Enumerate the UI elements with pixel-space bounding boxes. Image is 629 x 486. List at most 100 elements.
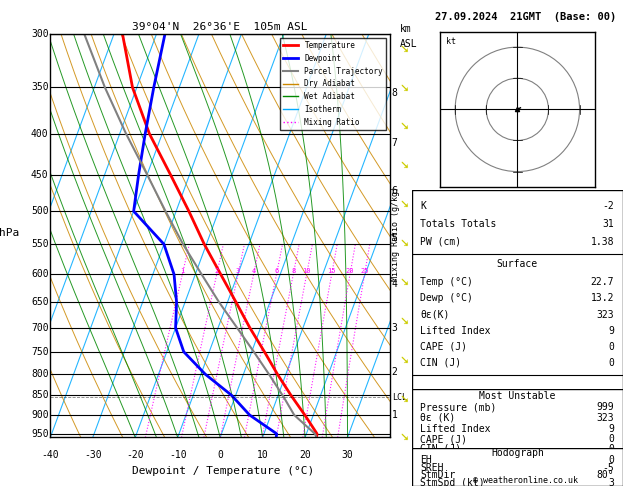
Text: 350: 350 xyxy=(31,83,48,92)
Text: →: → xyxy=(396,158,410,172)
Text: Surface: Surface xyxy=(497,259,538,269)
Text: 900: 900 xyxy=(31,410,48,420)
Text: →: → xyxy=(396,353,410,366)
Text: 8: 8 xyxy=(291,268,296,275)
Text: 1: 1 xyxy=(392,410,398,419)
Text: 999: 999 xyxy=(597,402,615,412)
Text: 3: 3 xyxy=(608,478,615,486)
Text: CIN (J): CIN (J) xyxy=(420,358,462,368)
Text: →: → xyxy=(396,392,410,405)
Text: Pressure (mb): Pressure (mb) xyxy=(420,402,497,412)
Text: 22.7: 22.7 xyxy=(591,278,615,287)
Text: 20: 20 xyxy=(346,268,354,275)
Text: Mixing Ratio (g/kg): Mixing Ratio (g/kg) xyxy=(391,186,399,281)
Text: LCL: LCL xyxy=(392,393,407,402)
Text: kt: kt xyxy=(446,37,456,46)
Text: 300: 300 xyxy=(31,29,48,39)
Text: 0: 0 xyxy=(608,444,615,454)
Text: 0: 0 xyxy=(608,455,615,465)
Text: 3: 3 xyxy=(236,268,240,275)
Text: 5: 5 xyxy=(392,233,398,243)
Text: Dewp (°C): Dewp (°C) xyxy=(420,294,473,303)
Text: 4: 4 xyxy=(392,279,398,289)
Text: 650: 650 xyxy=(31,297,48,307)
Text: © weatheronline.co.uk: © weatheronline.co.uk xyxy=(473,476,577,485)
Text: K: K xyxy=(420,201,426,210)
Text: →: → xyxy=(396,42,410,55)
Text: 3: 3 xyxy=(392,323,398,333)
Text: 850: 850 xyxy=(31,390,48,400)
Text: -40: -40 xyxy=(42,450,59,459)
Text: 13.2: 13.2 xyxy=(591,294,615,303)
Text: Lifted Index: Lifted Index xyxy=(420,326,491,336)
Text: 750: 750 xyxy=(31,347,48,357)
Text: 0: 0 xyxy=(608,342,615,352)
Text: 9: 9 xyxy=(608,326,615,336)
Text: 27.09.2024  21GMT  (Base: 00): 27.09.2024 21GMT (Base: 00) xyxy=(435,12,616,22)
Text: 323: 323 xyxy=(597,413,615,423)
Text: 800: 800 xyxy=(31,369,48,379)
Text: 2: 2 xyxy=(214,268,219,275)
Text: 1: 1 xyxy=(180,268,184,275)
Text: 30: 30 xyxy=(342,450,353,459)
Text: 15: 15 xyxy=(328,268,336,275)
Text: →: → xyxy=(396,314,410,328)
Text: θε(K): θε(K) xyxy=(420,310,450,320)
Text: 450: 450 xyxy=(31,170,48,180)
Text: Totals Totals: Totals Totals xyxy=(420,219,497,229)
Text: -2: -2 xyxy=(603,201,615,210)
Text: 80°: 80° xyxy=(597,470,615,480)
Text: 8: 8 xyxy=(392,88,398,99)
Text: 6: 6 xyxy=(274,268,279,275)
Text: 600: 600 xyxy=(31,269,48,279)
Text: →: → xyxy=(396,431,410,444)
Text: StmSpd (kt): StmSpd (kt) xyxy=(420,478,485,486)
Text: EH: EH xyxy=(420,455,432,465)
Text: Hodograph: Hodograph xyxy=(491,448,544,458)
Text: 1.38: 1.38 xyxy=(591,237,615,247)
Text: hPa: hPa xyxy=(0,228,19,238)
Text: 6: 6 xyxy=(392,186,398,196)
Text: Most Unstable: Most Unstable xyxy=(479,391,555,401)
Text: 10: 10 xyxy=(303,268,311,275)
Text: θε (K): θε (K) xyxy=(420,413,455,423)
Text: 2: 2 xyxy=(392,367,398,377)
Text: 20: 20 xyxy=(299,450,311,459)
Text: 550: 550 xyxy=(31,239,48,249)
Text: PW (cm): PW (cm) xyxy=(420,237,462,247)
Text: Temp (°C): Temp (°C) xyxy=(420,278,473,287)
Text: 0: 0 xyxy=(608,434,615,444)
Text: 4: 4 xyxy=(252,268,256,275)
Text: 7: 7 xyxy=(392,138,398,148)
Text: -20: -20 xyxy=(126,450,144,459)
Text: 950: 950 xyxy=(31,429,48,439)
Text: →: → xyxy=(396,197,410,211)
Text: 31: 31 xyxy=(603,219,615,229)
Text: →: → xyxy=(396,236,410,250)
Text: km: km xyxy=(399,24,411,35)
Text: CAPE (J): CAPE (J) xyxy=(420,342,467,352)
Text: -10: -10 xyxy=(169,450,187,459)
Text: 10: 10 xyxy=(257,450,269,459)
Text: 0: 0 xyxy=(608,358,615,368)
Text: →: → xyxy=(396,275,410,289)
Text: -5: -5 xyxy=(603,463,615,473)
Title: 39°04'N  26°36'E  105m ASL: 39°04'N 26°36'E 105m ASL xyxy=(132,22,308,32)
Text: →: → xyxy=(396,120,410,133)
Text: Dewpoint / Temperature (°C): Dewpoint / Temperature (°C) xyxy=(132,466,314,476)
Text: 9: 9 xyxy=(608,424,615,434)
Legend: Temperature, Dewpoint, Parcel Trajectory, Dry Adiabat, Wet Adiabat, Isotherm, Mi: Temperature, Dewpoint, Parcel Trajectory… xyxy=(280,38,386,130)
Text: Lifted Index: Lifted Index xyxy=(420,424,491,434)
Text: StmDir: StmDir xyxy=(420,470,455,480)
Text: →: → xyxy=(396,81,410,94)
Text: 25: 25 xyxy=(360,268,369,275)
Text: 700: 700 xyxy=(31,323,48,333)
Text: 0: 0 xyxy=(217,450,223,459)
Text: SREH: SREH xyxy=(420,463,444,473)
Text: 500: 500 xyxy=(31,206,48,216)
Text: 400: 400 xyxy=(31,129,48,139)
Text: -30: -30 xyxy=(84,450,102,459)
Text: ASL: ASL xyxy=(399,39,417,49)
Text: 323: 323 xyxy=(597,310,615,320)
Text: CIN (J): CIN (J) xyxy=(420,444,462,454)
